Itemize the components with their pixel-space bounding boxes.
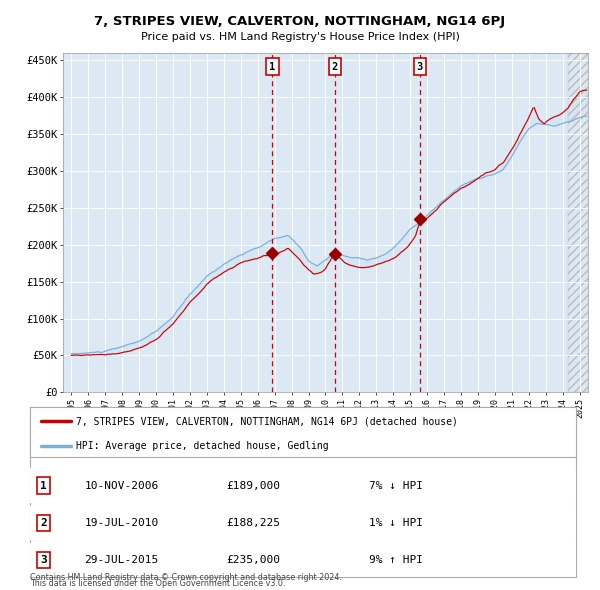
Text: 1: 1 xyxy=(269,61,275,71)
Text: 3: 3 xyxy=(40,555,47,565)
Text: 1% ↓ HPI: 1% ↓ HPI xyxy=(368,518,422,527)
Text: 3: 3 xyxy=(417,61,423,71)
Text: 2: 2 xyxy=(40,518,47,527)
Text: This data is licensed under the Open Government Licence v3.0.: This data is licensed under the Open Gov… xyxy=(30,579,286,588)
Text: Contains HM Land Registry data © Crown copyright and database right 2024.: Contains HM Land Registry data © Crown c… xyxy=(30,573,342,582)
Text: 7% ↓ HPI: 7% ↓ HPI xyxy=(368,481,422,490)
Text: 2: 2 xyxy=(332,61,338,71)
Text: 7, STRIPES VIEW, CALVERTON, NOTTINGHAM, NG14 6PJ (detached house): 7, STRIPES VIEW, CALVERTON, NOTTINGHAM, … xyxy=(76,416,458,426)
Text: £188,225: £188,225 xyxy=(227,518,281,527)
Text: £189,000: £189,000 xyxy=(227,481,281,490)
Text: 1: 1 xyxy=(40,481,47,490)
Text: 10-NOV-2006: 10-NOV-2006 xyxy=(85,481,159,490)
Text: 29-JUL-2015: 29-JUL-2015 xyxy=(85,555,159,565)
Text: 19-JUL-2010: 19-JUL-2010 xyxy=(85,518,159,527)
Text: 9% ↑ HPI: 9% ↑ HPI xyxy=(368,555,422,565)
Text: HPI: Average price, detached house, Gedling: HPI: Average price, detached house, Gedl… xyxy=(76,441,329,451)
Text: 7, STRIPES VIEW, CALVERTON, NOTTINGHAM, NG14 6PJ: 7, STRIPES VIEW, CALVERTON, NOTTINGHAM, … xyxy=(94,15,506,28)
Text: £235,000: £235,000 xyxy=(227,555,281,565)
Text: Price paid vs. HM Land Registry's House Price Index (HPI): Price paid vs. HM Land Registry's House … xyxy=(140,32,460,41)
